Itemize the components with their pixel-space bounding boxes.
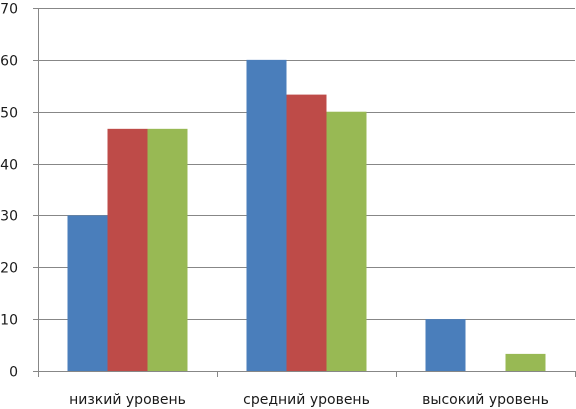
y-tick-label: 50 — [0, 106, 18, 122]
bar — [505, 353, 546, 371]
bar — [286, 94, 327, 371]
bar — [246, 59, 287, 371]
bar — [67, 215, 108, 371]
y-tick-label: 70 — [0, 2, 18, 18]
bar — [425, 319, 466, 371]
x-category-label: высокий уровень — [422, 392, 549, 408]
bar — [107, 128, 148, 371]
x-category-label: средний уровень — [243, 392, 370, 408]
y-tick-label: 30 — [0, 209, 18, 225]
y-tick-label: 40 — [0, 158, 18, 174]
y-tick-label: 20 — [0, 261, 18, 277]
bars — [67, 59, 546, 371]
x-axis: низкий уровень средний уровень высокий уро… — [38, 371, 576, 408]
bar — [147, 128, 188, 371]
x-category-label: низкий уровень — [69, 392, 186, 408]
bar — [326, 111, 367, 371]
y-tick-label: 10 — [0, 313, 18, 329]
y-tick-label: 60 — [0, 54, 18, 70]
y-tick-label: 0 — [9, 365, 18, 381]
y-axis: 0 10 20 30 40 50 60 70 — [0, 2, 39, 381]
